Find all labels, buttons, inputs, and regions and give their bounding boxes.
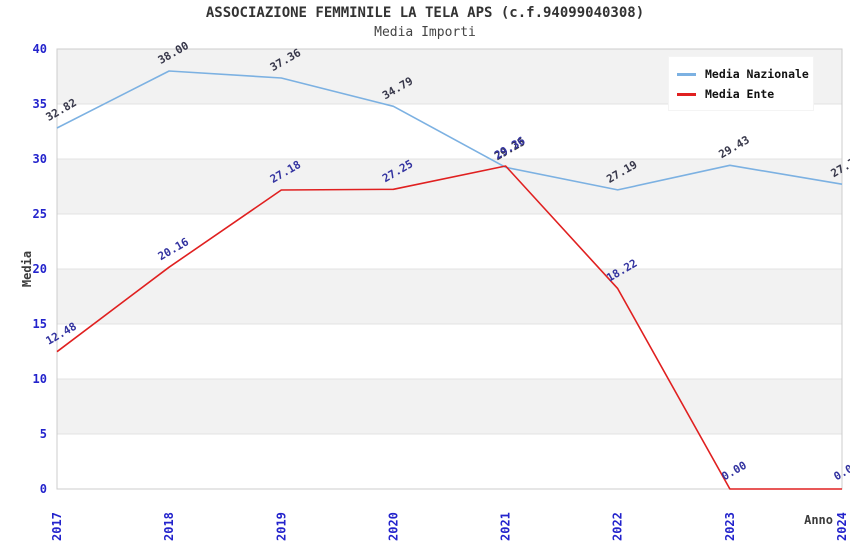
legend-label: Media Nazionale bbox=[705, 67, 809, 81]
x-tick-label: 2017 bbox=[50, 512, 64, 541]
x-tick-label: 2021 bbox=[499, 512, 513, 541]
legend-entry-media-ente: Media Ente bbox=[677, 84, 805, 104]
data-label: 20.16 bbox=[156, 235, 192, 263]
legend-label: Media Ente bbox=[705, 87, 775, 101]
series-line-media-ente bbox=[56, 165, 842, 490]
x-tick-label: 2022 bbox=[611, 512, 625, 541]
data-label: 29.36 bbox=[492, 134, 528, 162]
media-nazionale-line-swatch bbox=[677, 72, 696, 76]
data-label: 27.71 bbox=[829, 152, 850, 180]
data-label: 29.43 bbox=[717, 133, 752, 161]
y-tick-label: 5 bbox=[40, 427, 47, 441]
x-tick-label: 2024 bbox=[835, 512, 849, 541]
legend-entry-media-nazionale: Media Nazionale bbox=[677, 64, 809, 84]
y-tick-label: 0 bbox=[40, 482, 47, 496]
y-tick-label: 25 bbox=[33, 207, 47, 221]
chart-subtitle: Media Importi bbox=[374, 25, 476, 40]
y-tick-label: 10 bbox=[33, 372, 47, 386]
data-label: 0.00 bbox=[719, 459, 748, 484]
x-axis-title: Anno bbox=[804, 513, 833, 527]
series-line-media-nazionale bbox=[56, 70, 843, 191]
background-band bbox=[57, 159, 842, 214]
y-axis-title: Media bbox=[20, 251, 34, 287]
background-band bbox=[57, 269, 842, 324]
x-tick-label: 2023 bbox=[723, 512, 737, 541]
x-tick-label: 2018 bbox=[162, 512, 176, 541]
legend-box: Media Nazionale Media Ente bbox=[668, 56, 814, 111]
x-tick-label: 2020 bbox=[386, 512, 400, 541]
y-tick-label: 15 bbox=[33, 317, 47, 331]
media-ente-line-swatch bbox=[677, 92, 696, 96]
background-band bbox=[57, 379, 842, 434]
data-label: 0.00 bbox=[832, 459, 850, 484]
x-tick-label: 2019 bbox=[274, 512, 288, 541]
plot-border bbox=[56, 48, 843, 490]
y-tick-label: 30 bbox=[33, 152, 47, 166]
y-tick-label: 40 bbox=[33, 42, 47, 56]
y-tick-label: 35 bbox=[33, 97, 47, 111]
chart-title: ASSOCIAZIONE FEMMINILE LA TELA APS (c.f.… bbox=[205, 5, 645, 21]
y-tick-label: 20 bbox=[33, 262, 47, 276]
